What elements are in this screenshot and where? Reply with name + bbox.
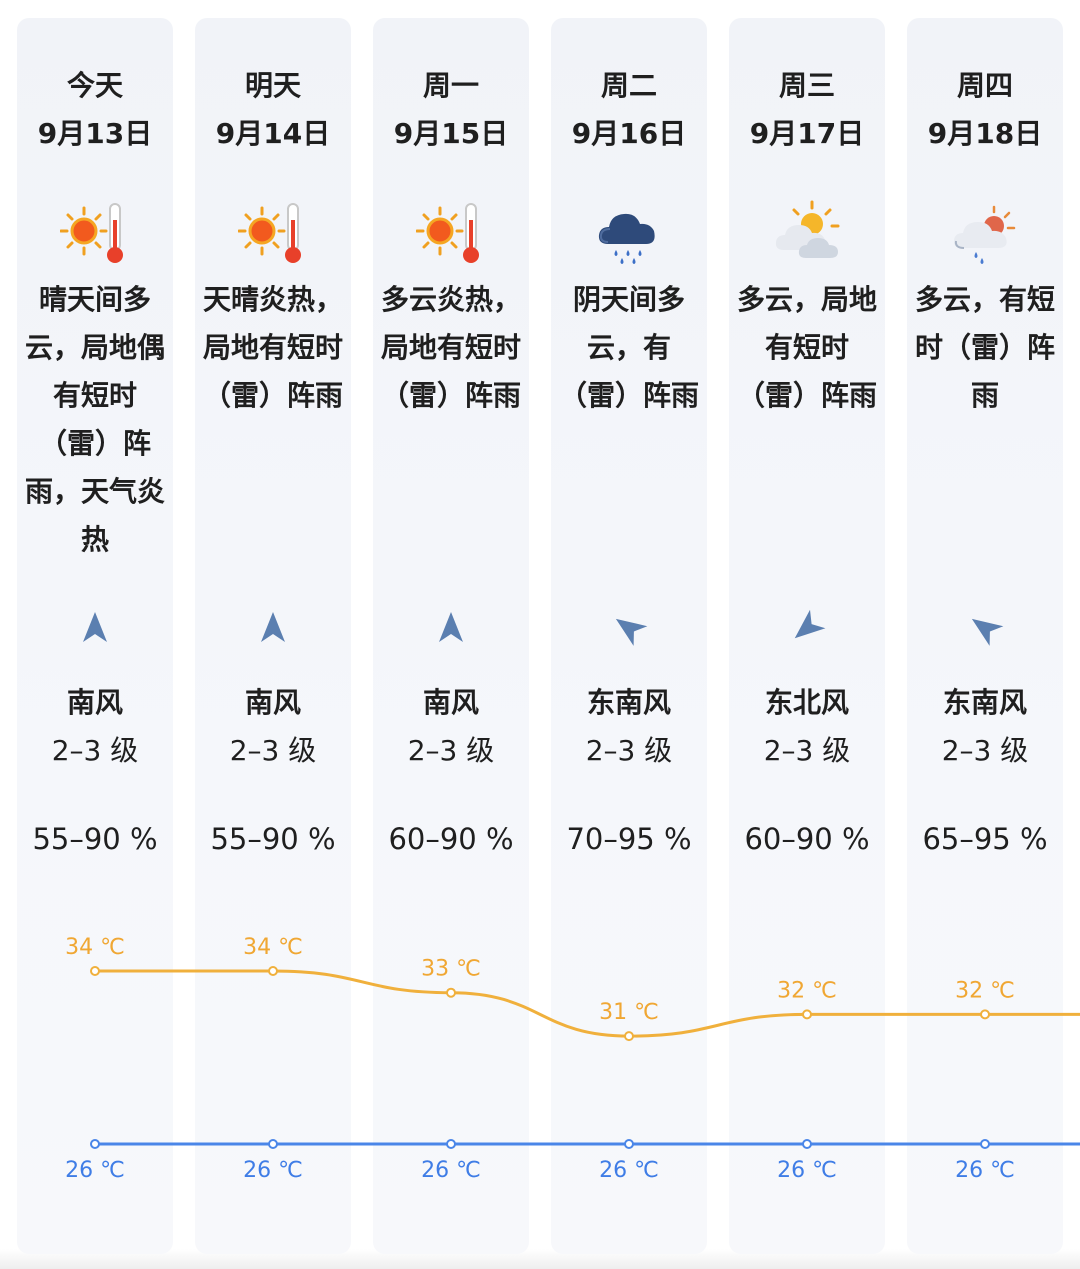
wind-arrow-south-icon <box>75 608 115 648</box>
day-column: 今天 9月13日 晴天间多云，局地偶有短时（雷）阵雨，天气炎热 南风 2 <box>17 18 173 1254</box>
day-column: 周三 9月17日 多云，局地有短时（雷）阵雨 东北风 2–3 级 60–90 % <box>729 18 885 1254</box>
wind-level: 2–3 级 <box>941 734 1029 767</box>
humidity: 60–90 % <box>744 822 870 856</box>
day-name: 今天 <box>66 69 123 102</box>
day-date: 9月16日 <box>571 117 687 150</box>
day-date: 9月17日 <box>749 117 865 150</box>
wind-level: 2–3 级 <box>763 734 851 767</box>
weather-description: 多云炎热，局地有短时（雷）阵雨 <box>380 283 521 412</box>
wind-arrow-south-icon <box>431 608 471 648</box>
wind-direction: 东北风 <box>764 686 849 719</box>
day-date: 9月15日 <box>393 117 509 150</box>
day-column: 周四 9月18日 多云，有短时（雷）阵雨 东南风 2–3 级 6 <box>907 18 1063 1254</box>
day-date: 9月14日 <box>215 117 331 150</box>
bottom-fade <box>0 1249 1080 1269</box>
wind-direction: 东南风 <box>586 686 671 719</box>
cloudy-shower-icon <box>950 198 1020 268</box>
cloud-rain-icon <box>594 198 664 268</box>
wind-direction: 东南风 <box>942 686 1027 719</box>
wind-arrow-southeast-icon <box>965 608 1005 648</box>
day-name: 周一 <box>422 69 479 102</box>
wind-direction: 南风 <box>66 686 123 719</box>
weather-description: 天晴炎热，局地有短时（雷）阵雨 <box>202 283 343 412</box>
wind-direction: 南风 <box>422 686 479 719</box>
day-name: 周二 <box>600 69 657 102</box>
humidity: 55–90 % <box>32 822 158 856</box>
wind-arrow-southeast-icon <box>609 608 649 648</box>
day-date: 9月18日 <box>927 117 1043 150</box>
wind-level: 2–3 级 <box>229 734 317 767</box>
sunny-hot-icon <box>60 198 130 268</box>
wind-level: 2–3 级 <box>407 734 495 767</box>
day-name: 周三 <box>778 69 835 102</box>
humidity: 65–95 % <box>922 822 1048 856</box>
weather-description: 多云，局地有短时（雷）阵雨 <box>736 283 877 412</box>
wind-direction: 南风 <box>244 686 301 719</box>
sunny-hot-icon <box>238 198 308 268</box>
sunny-hot-icon <box>416 198 486 268</box>
day-name: 明天 <box>244 69 301 102</box>
humidity: 55–90 % <box>210 822 336 856</box>
weather-description: 阴天间多云，有（雷）阵雨 <box>558 283 699 412</box>
humidity: 60–90 % <box>388 822 514 856</box>
day-column: 周一 9月15日 多云炎热，局地有短时（雷）阵雨 南风 2–3 级 <box>373 18 529 1254</box>
weather-description: 晴天间多云，局地偶有短时（雷）阵雨，天气炎热 <box>24 283 165 556</box>
day-name: 周四 <box>956 69 1013 102</box>
partly-cloudy-icon <box>772 198 842 268</box>
humidity: 70–95 % <box>566 822 692 856</box>
weather-description: 多云，有短时（雷）阵雨 <box>914 283 1055 412</box>
day-column: 周二 9月16日 阴天间多云，有（雷）阵雨 东南风 2–3 级 70–95 % <box>551 18 707 1254</box>
wind-arrow-northeast-icon <box>787 608 827 648</box>
wind-arrow-south-icon <box>253 608 293 648</box>
day-date: 9月13日 <box>37 117 153 150</box>
day-column: 明天 9月14日 天晴炎热，局地有短时（雷）阵雨 南风 2–3 级 <box>195 18 351 1254</box>
wind-level: 2–3 级 <box>51 734 139 767</box>
wind-level: 2–3 级 <box>585 734 673 767</box>
